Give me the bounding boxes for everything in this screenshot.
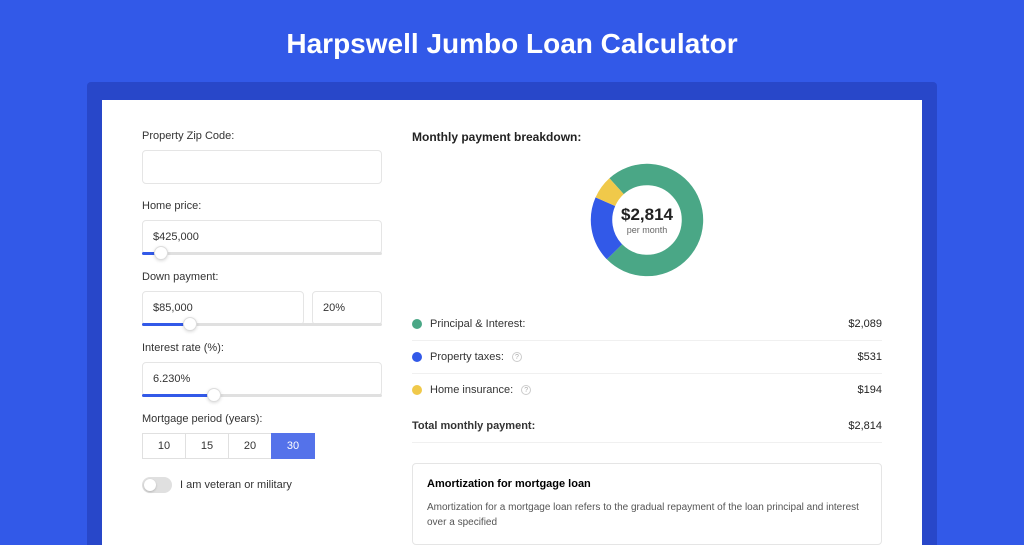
card-outer: Property Zip Code: Home price: Down paym… — [87, 82, 937, 545]
period-btn-20[interactable]: 20 — [228, 433, 272, 459]
down-payment-slider[interactable] — [142, 323, 382, 326]
period-field-group: Mortgage period (years): 10152030 — [142, 413, 382, 459]
form-column: Property Zip Code: Home price: Down paym… — [142, 130, 382, 545]
total-value: $2,814 — [848, 420, 882, 432]
donut-sub: per month — [621, 225, 673, 235]
toggle-knob — [144, 479, 156, 491]
total-label: Total monthly payment: — [412, 420, 535, 432]
veteran-toggle[interactable] — [142, 477, 172, 493]
legend-dot — [412, 385, 422, 395]
info-icon[interactable]: ? — [512, 352, 522, 362]
down-payment-pct-input[interactable] — [312, 291, 382, 325]
period-btn-15[interactable]: 15 — [185, 433, 229, 459]
breakdown-title: Monthly payment breakdown: — [412, 130, 882, 144]
calculator-card: Property Zip Code: Home price: Down paym… — [102, 100, 922, 545]
breakdown-value: $531 — [858, 351, 882, 363]
breakdown-row: Property taxes:? $531 — [412, 341, 882, 374]
home-price-field-group: Home price: — [142, 200, 382, 255]
interest-slider[interactable] — [142, 394, 382, 397]
home-price-label: Home price: — [142, 200, 382, 212]
total-row: Total monthly payment: $2,814 — [412, 406, 882, 443]
interest-field-group: Interest rate (%): — [142, 342, 382, 397]
slider-thumb[interactable] — [154, 246, 168, 260]
period-btn-10[interactable]: 10 — [142, 433, 186, 459]
down-payment-input[interactable] — [142, 291, 304, 325]
breakdown-row: Principal & Interest: $2,089 — [412, 308, 882, 341]
slider-thumb[interactable] — [183, 317, 197, 331]
legend-dot — [412, 352, 422, 362]
donut-amount: $2,814 — [621, 205, 673, 225]
breakdown-label: Home insurance: — [430, 384, 513, 396]
down-payment-field-group: Down payment: — [142, 271, 382, 326]
donut-chart: $2,814 per month — [587, 160, 707, 280]
legend-dot — [412, 319, 422, 329]
slider-thumb[interactable] — [207, 388, 221, 402]
home-price-input[interactable] — [142, 220, 382, 254]
breakdown-value: $2,089 — [848, 318, 882, 330]
veteran-row: I am veteran or military — [142, 477, 382, 493]
zip-field-group: Property Zip Code: — [142, 130, 382, 184]
amortization-box: Amortization for mortgage loan Amortizat… — [412, 463, 882, 545]
info-icon[interactable]: ? — [521, 385, 531, 395]
zip-input[interactable] — [142, 150, 382, 184]
amortization-text: Amortization for a mortgage loan refers … — [427, 500, 867, 530]
zip-label: Property Zip Code: — [142, 130, 382, 142]
breakdown-value: $194 — [858, 384, 882, 396]
period-label: Mortgage period (years): — [142, 413, 382, 425]
breakdown-label: Property taxes: — [430, 351, 504, 363]
breakdown-row: Home insurance:? $194 — [412, 374, 882, 406]
breakdown-column: Monthly payment breakdown: $2,814 per mo… — [412, 130, 882, 545]
donut-center: $2,814 per month — [621, 205, 673, 235]
period-buttons: 10152030 — [142, 433, 382, 459]
veteran-label: I am veteran or military — [180, 479, 292, 491]
donut-chart-wrap: $2,814 per month — [412, 160, 882, 280]
down-payment-label: Down payment: — [142, 271, 382, 283]
period-btn-30[interactable]: 30 — [271, 433, 315, 459]
breakdown-label: Principal & Interest: — [430, 318, 525, 330]
amortization-title: Amortization for mortgage loan — [427, 478, 867, 490]
interest-label: Interest rate (%): — [142, 342, 382, 354]
interest-input[interactable] — [142, 362, 382, 396]
page-title: Harpswell Jumbo Loan Calculator — [0, 0, 1024, 82]
home-price-slider[interactable] — [142, 252, 382, 255]
breakdown-list: Principal & Interest: $2,089 Property taxe… — [412, 308, 882, 406]
